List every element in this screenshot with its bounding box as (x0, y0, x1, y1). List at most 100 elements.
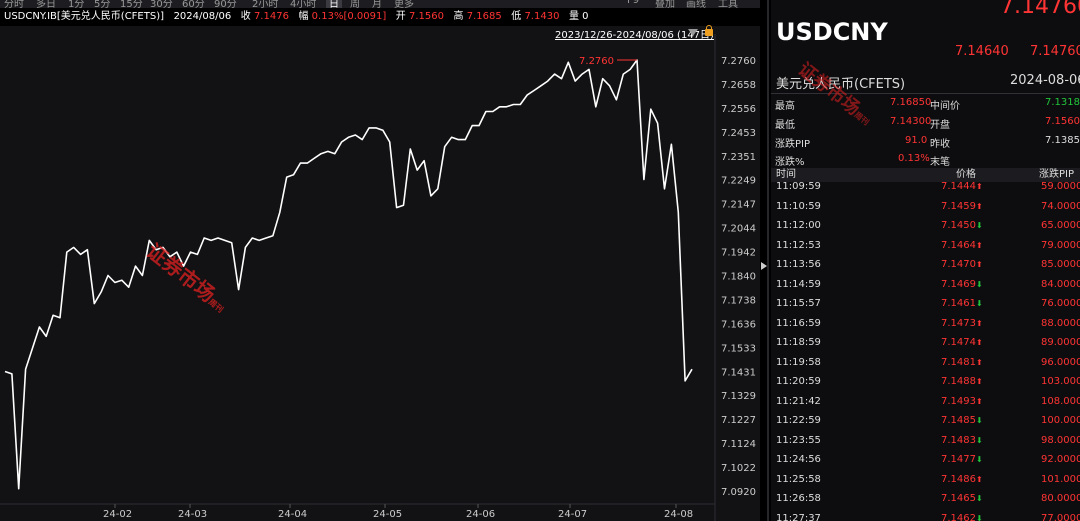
col-pip: 涨跌PIP (1039, 169, 1075, 180)
tick-row: 11:27:37 7.1462⬇ 77.0000 (771, 509, 1080, 521)
arrow-up-icon: ⬆ (976, 474, 983, 484)
tick-row: 11:12:00 7.1450⬇ 65.0000 (771, 216, 1080, 235)
tick-time: 11:22:59 (776, 415, 821, 426)
stat-pct: 0.13% (898, 153, 930, 164)
period-tab-0[interactable]: 分时 (4, 0, 24, 8)
arrow-up-icon: ⬆ (976, 377, 983, 386)
dropdown-triangle-icon[interactable] (688, 29, 698, 36)
tick-row: 11:26:58 7.1465⬇ 80.0000 (771, 489, 1080, 508)
tick-time: 11:18:59 (776, 337, 821, 348)
collapse-panel-arrow-icon[interactable] (761, 262, 767, 270)
tick-pip: 79.0000 (1041, 239, 1080, 251)
tick-price-value: 7.1486 (941, 473, 976, 485)
y-tick-label: 7.1431 (721, 367, 756, 378)
tick-pip: 100.0000 (1041, 415, 1080, 426)
date-range-selector[interactable]: 2023/12/26-2024/08/06 (147日) (555, 30, 714, 41)
period-tab-9[interactable]: 4小时 (290, 0, 317, 8)
tick-price-value: 7.1459 (941, 200, 976, 212)
y-tick-label: 7.2658 (721, 80, 756, 91)
tick-price-value: 7.1474 (941, 337, 976, 348)
info-change: 0.13%[0.0091] (311, 11, 387, 22)
y-tick-label: 7.1022 (721, 463, 756, 474)
stat-mid: 7.1318 (1045, 97, 1080, 108)
period-tab-2[interactable]: 1分 (68, 0, 85, 8)
arrow-down-icon: ⬇ (976, 221, 983, 230)
period-tab-11[interactable]: 周 (350, 0, 360, 8)
toolbar-item-1[interactable]: 叠加 (655, 0, 675, 8)
tick-price-value: 7.1465 (941, 493, 976, 504)
tick-row: 11:25:58 7.1486⬆ 101.0000 (771, 470, 1080, 489)
info-symbol: USDCNY.IB[美元兑人民币(CFETS)] (4, 11, 165, 22)
period-tab-10[interactable]: 日 (326, 0, 342, 8)
panel-symbol: USDCNY (776, 18, 888, 46)
stat-prev: 7.1385 (1045, 135, 1080, 146)
panel-name: 美元兑人民币(CFETS) (776, 77, 906, 92)
x-tick-label: 24-06 (466, 509, 495, 520)
period-tab-8[interactable]: 2小时 (252, 0, 279, 8)
tick-pip: 101.0000 (1041, 473, 1080, 485)
tick-price: 7.1488⬆ (941, 372, 983, 391)
tick-pip: 76.0000 (1041, 298, 1080, 309)
tick-time: 11:14:59 (776, 278, 821, 290)
tick-price-value: 7.1450 (941, 220, 976, 231)
tick-row: 11:09:59 7.1444⬆ 59.0000 (771, 177, 1080, 196)
toolbar-item-2[interactable]: 画线 (686, 0, 706, 8)
tick-row: 11:10:59 7.1459⬆ 74.0000 (771, 197, 1080, 216)
stat-pip: 91.0 (905, 135, 928, 146)
stat-open-label: 开盘 (930, 120, 950, 131)
period-tab-1[interactable]: 多日 (36, 0, 56, 8)
tick-pip: 65.0000 (1041, 220, 1080, 231)
tick-time: 11:27:37 (776, 512, 821, 521)
info-open: 7.1560 (408, 11, 444, 22)
tick-row: 11:18:59 7.1474⬆ 89.0000 (771, 333, 1080, 352)
tick-row: 11:22:59 7.1485⬇ 100.0000 (771, 411, 1080, 430)
tick-time: 11:13:56 (776, 259, 821, 270)
y-tick-label: 7.2760 (721, 56, 756, 67)
tick-row: 11:21:42 7.1493⬆ 108.0000 (771, 392, 1080, 411)
tick-price-value: 7.1461 (941, 298, 976, 309)
tick-pip: 88.0000 (1041, 317, 1080, 329)
x-tick-label: 24-07 (558, 509, 587, 520)
toolbar-item-3[interactable]: 工具 (718, 0, 738, 8)
period-tab-6[interactable]: 60分 (182, 0, 205, 8)
y-tick-label: 7.0920 (721, 487, 756, 498)
period-tab-12[interactable]: 月 (372, 0, 382, 8)
y-tick-label: 7.1329 (721, 391, 756, 402)
arrow-up-icon: ⬆ (976, 240, 983, 250)
lock-icon[interactable] (705, 25, 713, 36)
period-tab-13[interactable]: 更多 (394, 0, 414, 8)
period-tab-7[interactable]: 90分 (214, 0, 237, 8)
tick-time: 11:19:58 (776, 356, 821, 368)
y-tick-label: 7.2351 (721, 152, 756, 163)
period-tab-5[interactable]: 30分 (150, 0, 173, 8)
arrow-down-icon: ⬇ (976, 435, 983, 445)
tick-pip: 74.0000 (1041, 200, 1080, 212)
toolbar-item-0[interactable]: F9 (627, 0, 640, 6)
period-tab-3[interactable]: 5分 (94, 0, 111, 8)
tick-price: 7.1473⬆ (941, 314, 983, 333)
y-tick-label: 7.2147 (721, 200, 756, 211)
tick-price: 7.1465⬇ (941, 489, 983, 508)
ticks-table-header: 时间 价格 涨跌PIP (771, 168, 1080, 182)
low-label: 低 (511, 11, 522, 22)
stat-pip-label: 涨跌PIP (775, 139, 811, 150)
x-tick-label: 24-05 (373, 509, 402, 520)
arrow-up-icon: ⬆ (976, 182, 983, 191)
tick-price-value: 7.1469 (941, 278, 976, 290)
y-tick-label: 7.1124 (721, 439, 756, 450)
arrow-down-icon: ⬇ (976, 455, 983, 464)
stat-mid-label: 中间价 (930, 101, 960, 112)
tick-pip: 108.0000 (1041, 395, 1080, 407)
panel-separator (771, 93, 1080, 94)
tick-pip: 98.0000 (1041, 434, 1080, 446)
tick-time: 11:20:59 (776, 376, 821, 387)
arrow-up-icon: ⬆ (976, 201, 983, 211)
stat-high: 7.16850 (890, 97, 932, 108)
tick-price: 7.1450⬇ (941, 216, 983, 235)
stat-low: 7.14300 (890, 116, 932, 127)
tick-row: 11:16:59 7.1473⬆ 88.0000 (771, 314, 1080, 333)
price-chart[interactable]: 7.2760 7.2658 7.2556 7.2453 7.2351 7.2249 7.21… (0, 25, 760, 521)
period-tab-4[interactable]: 15分 (120, 0, 143, 8)
panel-divider[interactable] (767, 0, 769, 521)
tick-price-value: 7.1464 (941, 239, 976, 251)
